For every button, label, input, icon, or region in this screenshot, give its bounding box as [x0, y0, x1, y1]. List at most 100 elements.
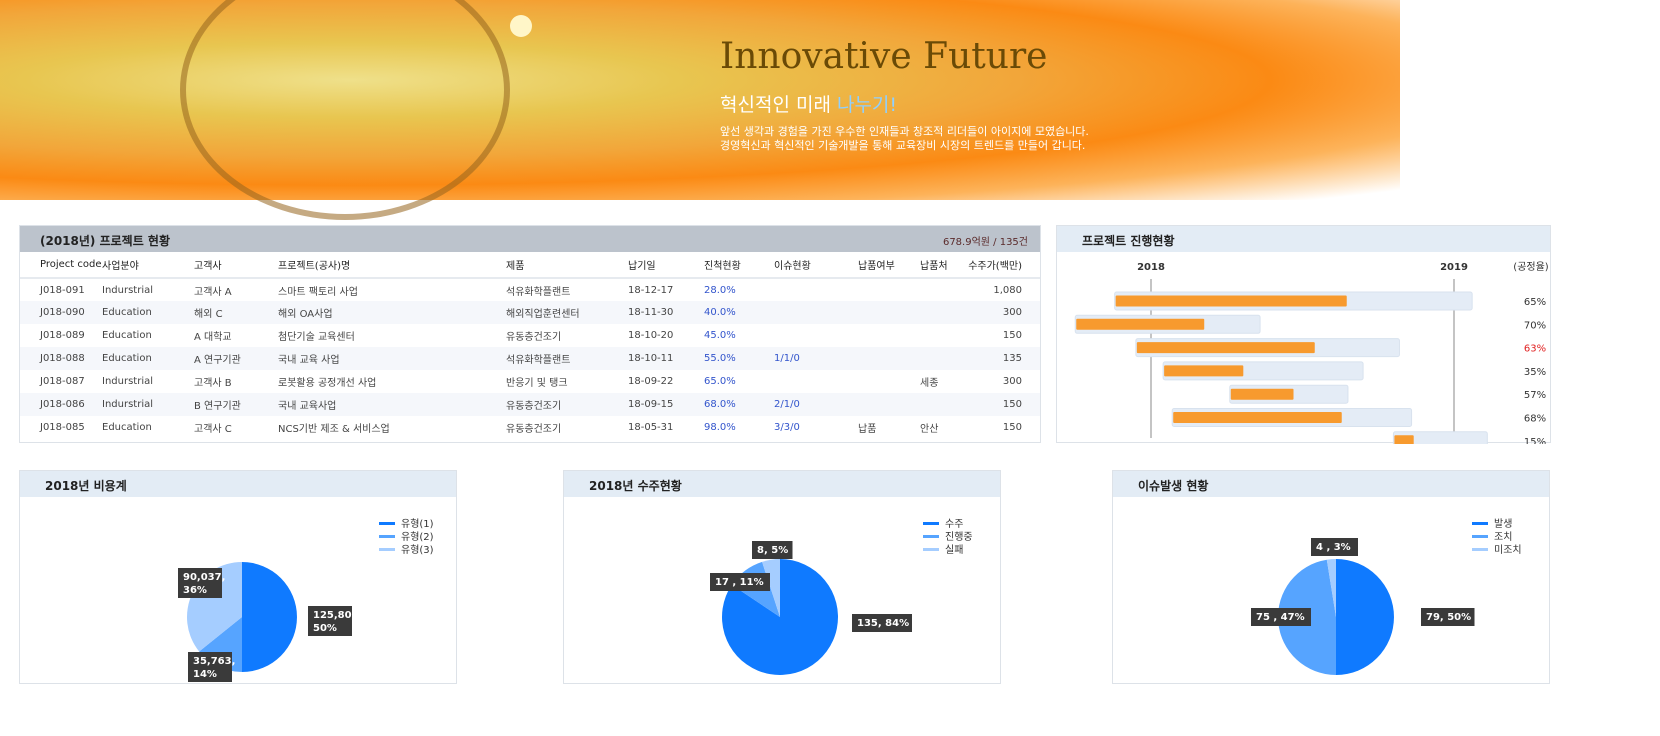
- panel-title: 이슈발생 현황: [1138, 479, 1209, 493]
- legend-item[interactable]: 미조치: [1494, 544, 1522, 556]
- table-cell: [858, 324, 920, 347]
- data-label: 35,763,: [193, 656, 235, 667]
- table-cell: [920, 324, 966, 347]
- gantt-progress-bar[interactable]: [1230, 388, 1294, 400]
- table-cell: 68.0%: [704, 393, 774, 416]
- table-cell: 55.0%: [704, 347, 774, 370]
- panel-title: 프로젝트 진행현황: [1082, 234, 1175, 248]
- banner-description: 앞선 생각과 경험을 가진 우수한 인재들과 창조적 리더들이 아이지에 모였습…: [720, 125, 1089, 153]
- summary: 678.9억원 / 135건: [942, 237, 1028, 248]
- legend-item[interactable]: 실패: [945, 544, 963, 556]
- gantt-progress-bar[interactable]: [1136, 342, 1315, 354]
- gantt-progress-bar[interactable]: [1394, 435, 1414, 447]
- banner-subtitle: 혁신적인 미래 나누기!: [720, 90, 897, 117]
- table-row[interactable]: J018-088 Education A 연구기관 국내 교육 사업 석유화학플랜트 18…: [20, 347, 1040, 370]
- table-cell: 로봇활용 공정개선 사업: [278, 378, 377, 389]
- column-header[interactable]: 납기일: [628, 252, 704, 279]
- table-row[interactable]: J018-090 Education 해외 C 해외 OA사업 해외직업훈련센터 18-1…: [20, 301, 1040, 324]
- pie-slice[interactable]: [1336, 559, 1394, 675]
- legend-swatch: [379, 535, 395, 538]
- table-cell: J018-089: [40, 330, 85, 341]
- table-cell: 1/1/0: [774, 347, 858, 370]
- hero-banner: Innovative Future 혁신적인 미래 나누기! 앞선 생각과 경험…: [0, 0, 1400, 220]
- progress-percent: 35%: [1524, 367, 1546, 378]
- table-cell: [920, 301, 966, 324]
- table-cell: [858, 301, 920, 324]
- legend-item[interactable]: 조치: [1494, 531, 1512, 543]
- table-cell: 18-09-15: [628, 393, 704, 416]
- table-cell: 28.0%: [704, 284, 736, 296]
- gantt-progress-bar[interactable]: [1164, 365, 1244, 377]
- progress-percent: 15%: [1524, 437, 1546, 444]
- legend-item[interactable]: 진행중: [945, 531, 973, 543]
- column-header[interactable]: 납품처: [920, 252, 966, 279]
- table-row[interactable]: J018-087 Indurstrial 고객사 B 로봇활용 공정개선 사업 반응기 …: [20, 370, 1040, 393]
- legend-swatch: [1472, 548, 1488, 551]
- column-header[interactable]: 제품: [506, 252, 628, 279]
- table-row[interactable]: J018-091 Indurstrial 고객사 A 스마트 팩토리 사업 석유화학플랜…: [20, 278, 1040, 301]
- data-label: 4 , 3%: [1316, 542, 1351, 553]
- table-cell: 고객사 B: [194, 378, 232, 389]
- table-cell: 300: [966, 301, 1040, 324]
- table-cell: J018-091: [40, 284, 85, 296]
- gantt-progress-bar[interactable]: [1173, 412, 1342, 423]
- legend-item[interactable]: 유형(3): [401, 544, 434, 556]
- column-header[interactable]: 수주가(백만): [966, 252, 1040, 279]
- data-label-box: [1251, 608, 1311, 626]
- table-row[interactable]: J018-089 Education A 대학교 첨단기술 교육센터 유동층건조기 18-…: [20, 324, 1040, 347]
- table-row[interactable]: J018-085 Education 고객사 C NCS기반 제조 & 서비스업 유동층…: [20, 416, 1040, 439]
- gantt-progress-bar[interactable]: [1076, 318, 1205, 330]
- table-cell: 65.0%: [704, 376, 736, 387]
- table-cell: 유동층건조기: [506, 424, 562, 435]
- column-header[interactable]: Project code: [20, 252, 102, 279]
- table-cell: NCS기반 제조 & 서비스업: [278, 424, 390, 435]
- table-cell: A 연구기관: [194, 347, 278, 370]
- legend-item[interactable]: 발생: [1494, 518, 1512, 530]
- table-row[interactable]: J018-086 Indurstrial B 연구기관 국내 교육사업 유동층건조기 18…: [20, 393, 1040, 416]
- table-cell: 국내 교육사업: [278, 393, 506, 416]
- table-cell: [920, 347, 966, 370]
- table-cell: 135: [966, 347, 1040, 370]
- table-cell: 45.0%: [704, 330, 736, 341]
- table-cell: 18-09-22: [628, 376, 674, 387]
- table-cell: A 대학교: [194, 332, 232, 343]
- project-progress-panel: 프로젝트 진행현황 2018 2019 (공정율) 65% 70% 63% 35% 57% 68…: [1056, 225, 1551, 451]
- table-cell: [858, 278, 920, 301]
- table-cell: 해외 OA사업: [278, 301, 506, 324]
- table-cell: 2/1/0: [774, 393, 858, 416]
- legend-swatch: [923, 522, 939, 525]
- data-label-percent: 14%: [193, 669, 217, 680]
- column-header[interactable]: 납품여부: [858, 252, 920, 279]
- table-cell: 3/3/0: [774, 422, 800, 433]
- table-cell: 국내 교육 사업: [278, 347, 506, 370]
- column-header[interactable]: 사업분야: [102, 252, 194, 279]
- subtitle-accent: 나누기!: [836, 94, 898, 116]
- table-cell: 98.0%: [704, 422, 736, 433]
- lightbulb-illustration: [180, 0, 510, 220]
- column-header[interactable]: 프로젝트(공사)명: [278, 252, 506, 279]
- table-cell: 해외 C: [194, 301, 278, 324]
- pie-chart: 125,800, 50% 35,763, 14% 90,037, 36% 유형(1)유형(2…: [178, 518, 434, 682]
- column-header[interactable]: 진척현황: [704, 252, 774, 279]
- progress-percent: 63%: [1524, 344, 1546, 355]
- data-label-box: [752, 541, 793, 559]
- table-cell: [858, 347, 920, 370]
- column-header[interactable]: 고객사: [194, 252, 278, 279]
- legend-item[interactable]: 유형(2): [401, 531, 434, 543]
- legend-item[interactable]: 수주: [945, 518, 963, 530]
- pie-slice[interactable]: [1326, 559, 1336, 617]
- gantt-progress-bar[interactable]: [1115, 295, 1347, 307]
- data-label-box: [710, 573, 770, 591]
- table-cell: J018-086: [20, 393, 102, 416]
- pie-slice[interactable]: [242, 562, 297, 672]
- table-cell: 40.0%: [704, 301, 774, 324]
- table-cell: 150: [1002, 330, 1022, 341]
- panel-header: (2018년) 프로젝트 현황 678.9억원 / 135건: [20, 226, 1040, 252]
- table-cell: J018-085: [40, 422, 85, 433]
- table-cell: J018-087: [40, 376, 85, 387]
- data-label-box: [1421, 608, 1475, 626]
- data-label: 75 , 47%: [1256, 612, 1305, 623]
- legend-item[interactable]: 유형(1): [401, 518, 434, 530]
- column-header[interactable]: 이슈현황: [774, 252, 858, 279]
